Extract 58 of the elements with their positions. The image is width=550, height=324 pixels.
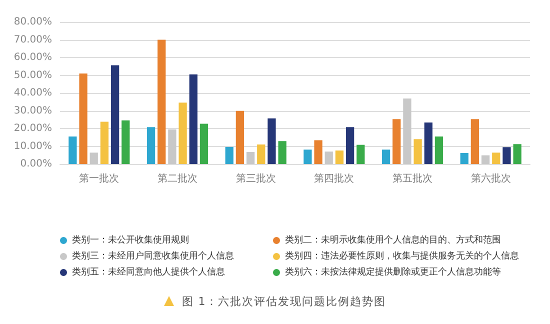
bar [68,136,77,164]
bar [335,150,344,164]
x-tick-label: 第二批次 [158,172,198,184]
y-tick-label: 60.00% [14,52,52,63]
y-tick-label: 80.00% [14,16,52,28]
x-tick-label: 第三批次 [236,172,276,184]
caption: 图 1：六批次评估发现问题比例趋势图 [182,295,386,308]
bar [257,144,266,164]
x-tick-label: 第四批次 [314,172,354,184]
y-tick-label: 70.00% [14,34,52,46]
bar [278,141,286,164]
bar [324,152,333,164]
x-tick-label: 第五批次 [392,172,432,184]
legend-label: 类别六：未按法律规定提供删除或更正个人信息功能等 [285,266,501,278]
bar [178,102,187,164]
y-tick-label: 20.00% [14,123,52,134]
legend-label: 类别四：违法必要性原则，收集与提供服务无关的个人信息 [285,250,519,262]
y-tick-label: 40.00% [14,88,52,98]
bar [502,147,511,164]
bar [481,155,490,164]
bar [146,127,156,164]
legend-label: 类别二：未明示收集使用个人信息的目的、方式和范围 [285,234,501,246]
y-tick-label: 10.00% [14,140,52,152]
legend-label: 类别一：未公开收集使用规则 [72,234,189,246]
y-tick-label: 30.00% [14,105,52,116]
bar [434,136,444,164]
bar [79,73,88,164]
bar [470,119,480,164]
bar [246,152,255,164]
bar [314,140,322,164]
bar [236,110,244,164]
bar [110,65,120,164]
x-tick-label: 第一批次 [79,172,120,184]
bar [268,118,276,164]
bar [356,144,365,164]
bar [158,40,166,164]
x-tick-label: 第六批次 [470,172,511,184]
bar [200,124,208,164]
bar [90,152,98,164]
bar [403,98,412,164]
bar [424,122,432,164]
bar [100,122,109,164]
bar [513,144,522,164]
bar [189,74,198,164]
bar [168,129,176,164]
y-tick-label: 0.00% [20,158,52,170]
bar [460,152,468,164]
legend-label: 类别五：未经同意向他人提供个人信息 [72,266,225,278]
bar [392,119,401,164]
bar [414,139,422,164]
bar [122,120,130,164]
bar [492,152,500,164]
bar [382,150,390,164]
legend-label: 类别三：未经用户同意收集使用个人信息 [72,250,234,262]
bar [225,146,234,164]
y-tick-label: 50.00% [14,70,52,81]
bar [346,127,354,164]
bar [304,150,312,164]
